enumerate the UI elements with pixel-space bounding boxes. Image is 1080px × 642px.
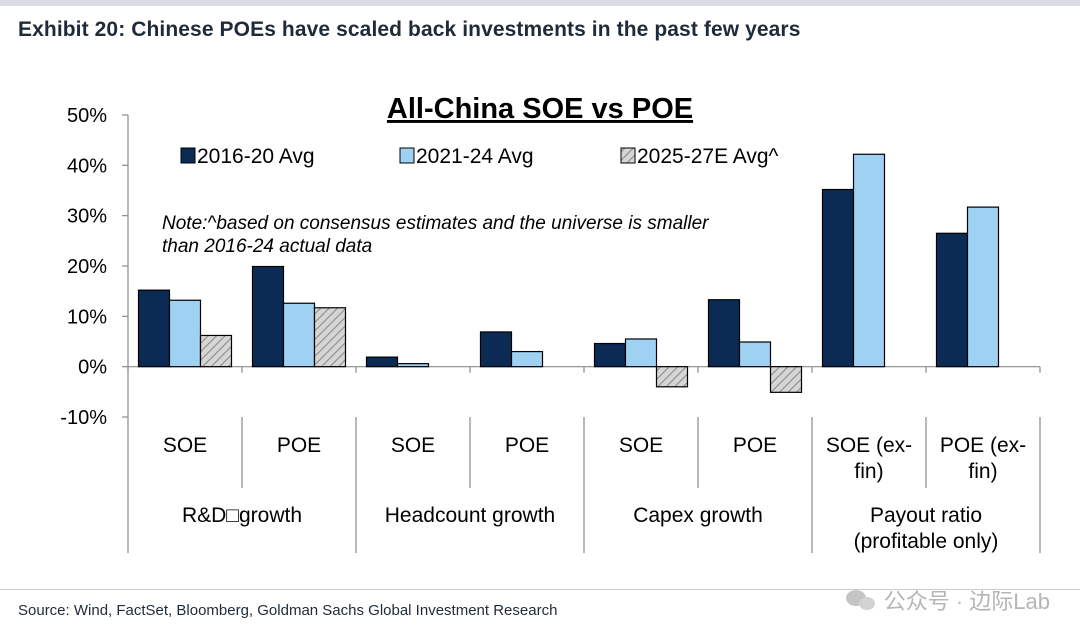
y-tick-label: 10% [67,306,107,328]
footer-divider [0,589,1080,590]
bar-2016-20-avg-3 [479,331,513,368]
legend-label: 2016-20 Avg [197,145,315,168]
legend-label: 2025-27E Avg^ [637,145,779,168]
top-border [0,0,1080,6]
chart-bars [137,153,1000,393]
category-label: POE (ex- [940,434,1026,457]
legend-label: 2021-24 Avg [416,145,534,168]
group-label: Payout ratio [870,504,982,527]
bar-2025-27e-avg--5 [769,366,803,393]
category-labels: SOE POE SOE POE SOE POE SOE (ex-fin) POE (ex-fi… [163,434,1026,553]
chart-legend: 2016-20 Avg 2021-24 Avg 2025-27E Avg^ [180,145,779,168]
bar-2021-24-avg-5 [738,341,772,368]
category-label: POE [505,434,549,457]
watermark: 公众号 · 边际Lab [845,584,1050,616]
legend-swatch [620,147,636,164]
bar-2021-24-avg-3 [510,350,544,368]
bar-2021-24-avg-2 [396,363,430,368]
chart-note-line-2: than 2016-24 actual data [162,236,372,257]
bar-2016-20-avg-2 [365,356,399,368]
bar-2021-24-avg-6 [852,153,886,368]
category-label: SOE (ex- [826,434,912,457]
category-label: SOE [163,434,207,457]
legend-swatch [399,147,415,164]
category-label: SOE [391,434,435,457]
exhibit-title: Exhibit 20: Chinese POEs have scaled bac… [18,18,801,41]
bar-2021-24-avg-7 [966,206,1000,368]
bar-2016-20-avg-5 [707,299,741,368]
y-tick-label: 40% [67,155,107,177]
group-label: R&D□growth [182,504,302,527]
y-tick-label: -10% [60,407,107,429]
watermark-text: 公众号 · 边际Lab [883,589,1050,614]
bar-2025-27e-avg--4 [655,366,689,388]
bar-2025-27e-avg--1 [313,307,347,368]
group-label: Headcount growth [385,504,555,527]
chart-note-line-1: Note:^based on consensus estimates and t… [162,213,709,234]
category-label: POE [733,434,777,457]
bar-2021-24-avg-4 [624,338,658,368]
chart-title: All-China SOE vs POE [387,93,693,125]
category-label: fin) [968,460,997,483]
legend-swatch [180,147,196,164]
bar-chart: All-China SOE vs POE Note:^based on cons… [60,93,1041,553]
bar-2016-20-avg-0 [137,289,171,368]
y-tick-label: 50% [67,105,107,127]
category-label: POE [277,434,321,457]
bar-2016-20-avg-1 [251,265,285,368]
bar-2025-27e-avg--0 [199,334,233,368]
wechat-icon [845,588,876,612]
y-tick-label: 0% [78,357,107,379]
category-label: SOE [619,434,663,457]
category-label: fin) [854,460,883,483]
source-note: Source: Wind, FactSet, Bloomberg, Goldma… [18,602,558,619]
y-tick-label: 30% [67,206,107,228]
bar-2016-20-avg-4 [593,342,627,368]
group-label: Capex growth [633,504,763,527]
bar-2021-24-avg-0 [168,299,202,368]
chart-axes: -10% 0% 10% 20% 30% 40% 50% [60,105,1041,553]
bar-2021-24-avg-1 [282,302,316,368]
y-tick-label: 20% [67,256,107,278]
group-label: (profitable only) [854,530,999,553]
bar-2016-20-avg-6 [821,188,855,368]
bar-2016-20-avg-7 [935,232,969,368]
